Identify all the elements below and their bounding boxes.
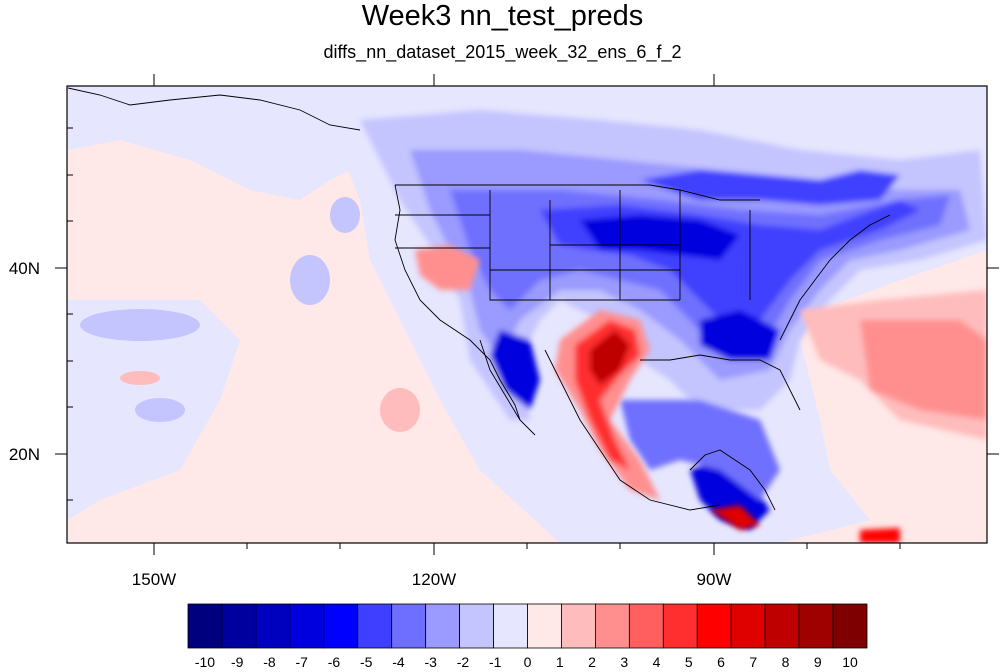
colorbar-label: -4 [392, 654, 405, 670]
colorbar-label: 3 [620, 654, 628, 670]
colorbar-swatch [357, 603, 393, 649]
colorbar-label: 5 [685, 654, 693, 670]
coastlines [67, 87, 891, 511]
colorbar-label: -7 [296, 654, 309, 670]
colorbar-label: -9 [231, 654, 244, 670]
colorbar-label: 7 [749, 654, 757, 670]
colorbar-swatch [696, 603, 732, 649]
colorbar-swatch [798, 603, 834, 649]
colorbar-label: -1 [489, 654, 502, 670]
colorbar-swatch [730, 603, 766, 649]
colorbar-label: 0 [524, 654, 532, 670]
colorbar-label: 8 [782, 654, 790, 670]
colorbar-swatch [527, 603, 562, 649]
map-title: Week3 nn_test_preds [361, 0, 644, 32]
colorbar-swatch [425, 603, 460, 649]
colorbar: -10 -9 -8 -7 -6 -5 -4 -3 -2 -1 0 1 2 3 4 5 6 7 8 9 10 [187, 603, 868, 670]
colorbar-label: -10 [195, 654, 215, 670]
colorbar-swatch [595, 603, 630, 649]
map-field [67, 86, 987, 543]
colorbar-label: -2 [457, 654, 470, 670]
colorbar-swatch [662, 603, 698, 649]
x-tick-label-120w: 120W [412, 570, 456, 589]
colorbar-swatch [459, 603, 494, 649]
colorbar-swatch [832, 603, 868, 649]
x-tick-label-90w: 90W [697, 570, 732, 589]
colorbar-label: 10 [842, 654, 858, 670]
colorbar-label: 6 [717, 654, 725, 670]
colorbar-label: -5 [360, 654, 373, 670]
colorbar-swatch [289, 603, 325, 649]
colorbar-swatch [255, 603, 291, 649]
colorbar-label: 2 [588, 654, 596, 670]
colorbar-label: 9 [814, 654, 822, 670]
colorbar-swatch [628, 603, 664, 649]
colorbar-swatch [561, 603, 596, 649]
map-subtitle: diffs_nn_dataset_2015_week_32_ens_6_f_2 [323, 42, 682, 62]
colorbar-label: 1 [556, 654, 564, 670]
axis-ticks [55, 74, 999, 555]
colorbar-swatch [187, 603, 223, 649]
colorbar-swatch [764, 603, 800, 649]
colorbar-label: -3 [425, 654, 438, 670]
colorbar-swatch [391, 603, 427, 649]
y-tick-label-20n: 20N [9, 445, 40, 464]
y-tick-label-40n: 40N [9, 259, 40, 278]
colorbar-swatch [493, 603, 528, 649]
colorbar-swatch [221, 603, 257, 649]
colorbar-swatch [323, 603, 359, 649]
colorbar-label: -8 [263, 654, 276, 670]
x-tick-label-150w: 150W [132, 570, 176, 589]
colorbar-label: -6 [328, 654, 341, 670]
colorbar-label: 4 [653, 654, 661, 670]
